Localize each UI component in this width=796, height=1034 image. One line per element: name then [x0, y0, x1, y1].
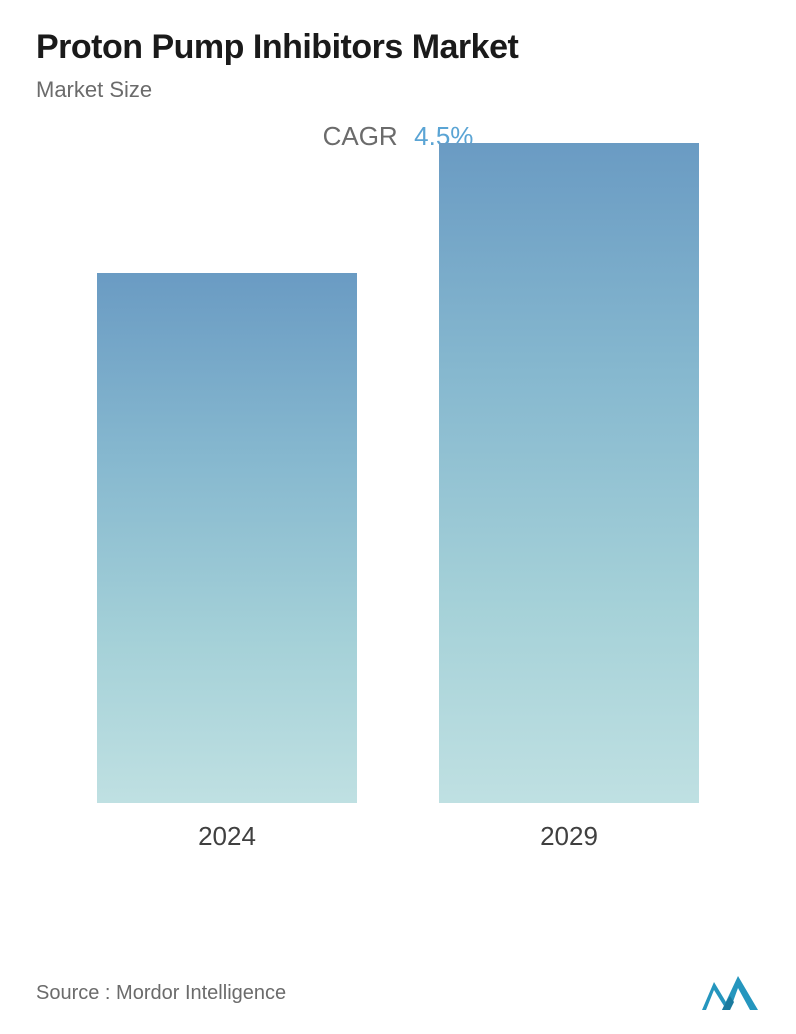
bar-group-1: 2029	[415, 143, 723, 852]
bar-group-0: 2024	[73, 273, 381, 852]
footer: Source : Mordor Intelligence	[36, 974, 760, 1012]
bars-wrapper: 2024 2029	[36, 192, 760, 852]
chart-subtitle: Market Size	[36, 77, 760, 103]
source-text: Source : Mordor Intelligence	[36, 982, 286, 1005]
bar-0	[97, 273, 357, 803]
bar-1	[439, 143, 699, 803]
brand-logo-icon	[700, 974, 760, 1012]
chart-area: 2024 2029	[36, 192, 760, 912]
cagr-label: CAGR	[323, 121, 398, 151]
bar-label-0: 2024	[198, 821, 256, 852]
chart-title: Proton Pump Inhibitors Market	[36, 28, 760, 67]
bar-label-1: 2029	[540, 821, 598, 852]
chart-container: Proton Pump Inhibitors Market Market Siz…	[0, 0, 796, 1034]
